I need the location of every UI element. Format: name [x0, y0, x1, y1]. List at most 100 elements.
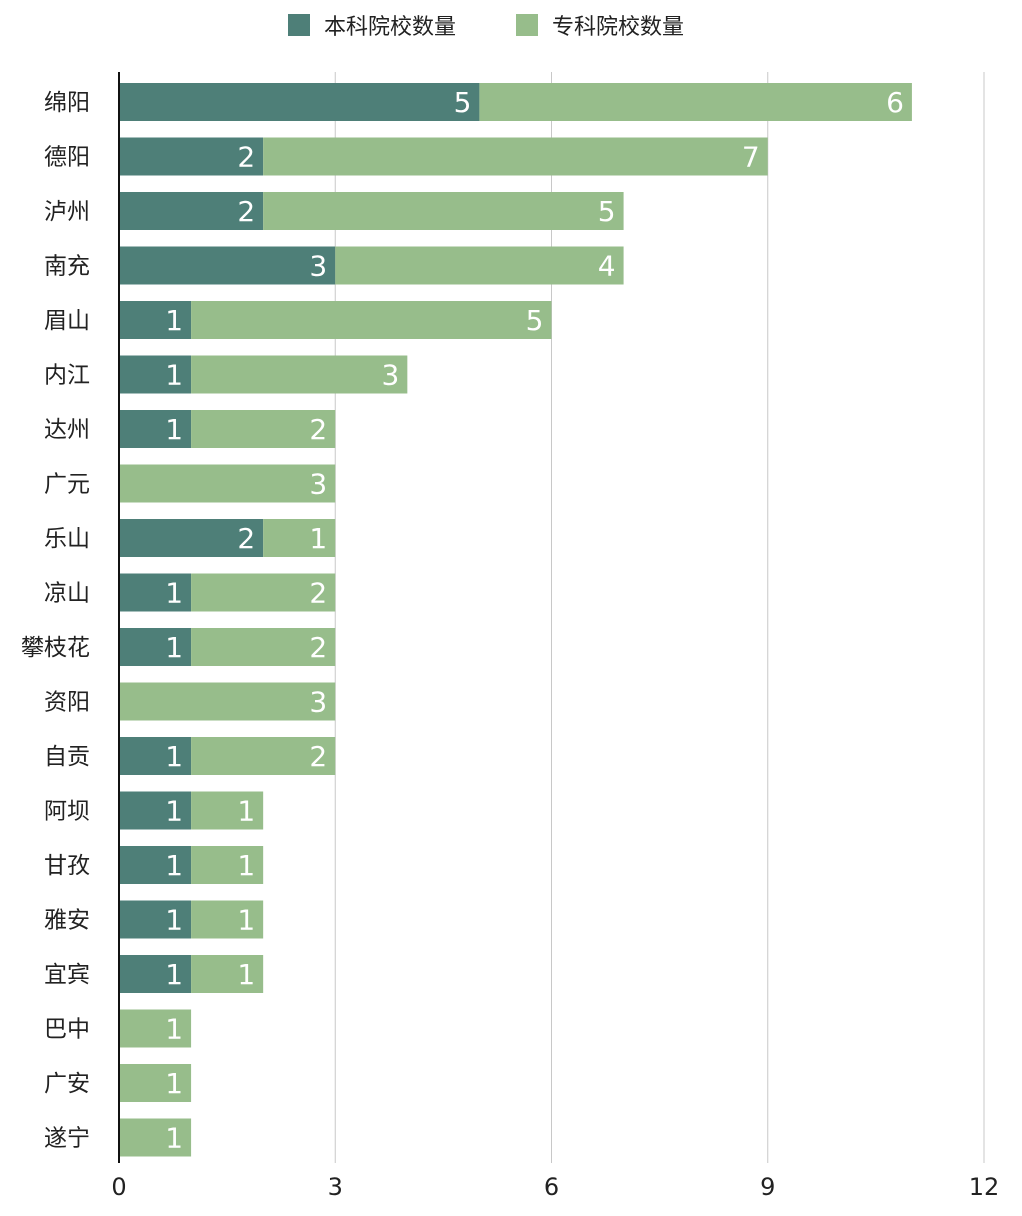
legend-label-vocational: 专科院校数量: [552, 15, 685, 40]
legend-item-vocational: 专科院校数量: [516, 9, 684, 41]
bar-undergraduate: [119, 137, 264, 176]
data-label: 1: [165, 1122, 183, 1155]
data-label: 4: [598, 250, 616, 283]
bar-undergraduate: [119, 83, 480, 121]
bar-undergraduate: [119, 192, 264, 230]
category-label: 宜宾: [44, 962, 90, 988]
data-label: 2: [237, 141, 255, 174]
bar-undergraduate: [119, 846, 192, 884]
data-label: 6: [886, 86, 904, 119]
x-tick-label-6: 6: [544, 1173, 559, 1201]
bar-vocational: [119, 1009, 192, 1048]
data-label: 1: [165, 849, 183, 882]
data-label: 1: [237, 849, 255, 882]
category-label: 泸州: [44, 199, 90, 225]
data-label: 3: [309, 250, 327, 283]
legend-item-undergraduate: 本科院校数量: [288, 9, 456, 41]
bar-undergraduate: [119, 355, 192, 394]
data-label: 1: [165, 958, 183, 991]
data-label: 1: [237, 958, 255, 991]
x-tick-label-12: 12: [969, 1173, 1000, 1201]
data-label: 2: [309, 631, 327, 664]
bar-vocational: [263, 137, 768, 176]
bar-undergraduate: [119, 573, 192, 612]
bar-vocational: [191, 301, 552, 339]
data-label: 1: [165, 631, 183, 664]
category-label: 德阳: [44, 145, 90, 171]
data-label: 1: [165, 1013, 183, 1046]
data-label: 1: [165, 795, 183, 828]
bar-undergraduate: [119, 410, 192, 448]
legend-swatch-undergraduate: [288, 14, 310, 36]
category-label: 内江: [44, 363, 90, 389]
category-label: 绵阳: [44, 90, 90, 116]
category-label: 南充: [44, 254, 90, 280]
data-label: 2: [309, 577, 327, 610]
bar-undergraduate: [119, 955, 192, 993]
category-label: 甘孜: [44, 853, 90, 879]
data-label: 1: [165, 904, 183, 937]
category-label: 阿坝: [44, 799, 90, 825]
category-label: 广安: [44, 1071, 90, 1097]
bar-undergraduate: [119, 301, 192, 339]
category-label: 达州: [44, 417, 90, 443]
data-label: 7: [742, 141, 760, 174]
bar-vocational: [191, 955, 264, 993]
data-label: 2: [309, 740, 327, 773]
category-label: 巴中: [44, 1017, 90, 1043]
x-tick-label-0: 0: [111, 1173, 126, 1201]
data-label: 1: [165, 413, 183, 446]
data-label: 3: [382, 359, 400, 392]
legend: 本科院校数量 专科院校数量: [288, 10, 684, 40]
data-label: 5: [598, 195, 616, 228]
bar-vocational: [335, 246, 624, 285]
category-label: 攀枝花: [21, 635, 90, 661]
bar-vocational: [191, 628, 336, 666]
category-label: 凉山: [44, 581, 90, 607]
category-label: 眉山: [44, 308, 90, 334]
bar-vocational: [191, 737, 336, 775]
bar-undergraduate: [119, 628, 192, 666]
data-label: 1: [165, 359, 183, 392]
data-label: 5: [526, 304, 544, 337]
data-label: 1: [165, 740, 183, 773]
bar-undergraduate: [119, 246, 336, 285]
bar-vocational: [191, 900, 264, 939]
bar-vocational: [263, 192, 624, 230]
data-label: 1: [165, 1067, 183, 1100]
data-label: 2: [309, 413, 327, 446]
legend-swatch-vocational: [516, 14, 539, 36]
bar-vocational: [191, 573, 336, 612]
bar-vocational: [191, 846, 264, 884]
data-label: 1: [165, 577, 183, 610]
bar-undergraduate: [119, 791, 192, 830]
bar-vocational: [191, 791, 264, 830]
legend-label-undergraduate: 本科院校数量: [324, 15, 457, 40]
x-tick-label-3: 3: [328, 1173, 343, 1201]
bar-vocational: [191, 410, 336, 448]
bar-vocational: [263, 519, 336, 557]
bar-vocational: [119, 464, 336, 503]
bar-undergraduate: [119, 519, 264, 557]
data-label: 5: [454, 86, 472, 119]
bar-undergraduate: [119, 900, 192, 939]
data-label: 1: [237, 904, 255, 937]
x-tick-label-9: 9: [760, 1173, 775, 1201]
category-label: 广元: [44, 472, 90, 498]
bar-vocational: [119, 682, 336, 721]
bar-vocational: [479, 83, 912, 121]
data-label: 1: [237, 795, 255, 828]
data-label: 1: [309, 522, 327, 555]
data-label: 1: [165, 304, 183, 337]
data-label: 3: [309, 686, 327, 719]
bar-vocational: [119, 1064, 192, 1102]
category-label: 雅安: [44, 908, 90, 934]
category-label: 自贡: [44, 744, 90, 770]
data-label: 3: [309, 468, 327, 501]
data-label: 2: [237, 522, 255, 555]
category-label: 乐山: [44, 526, 90, 552]
category-label: 资阳: [44, 690, 90, 716]
bar-vocational: [191, 355, 408, 394]
